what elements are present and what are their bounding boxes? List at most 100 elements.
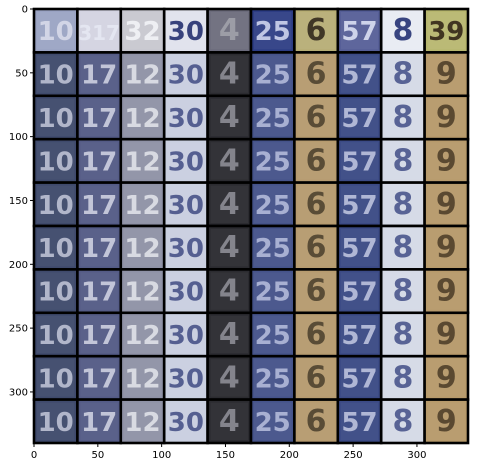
cell-haze	[427, 12, 465, 50]
cell-background	[424, 226, 468, 270]
x-tick-label: 50	[91, 450, 104, 461]
cell-haze	[80, 185, 118, 223]
cell-digit-text: 6	[306, 317, 327, 352]
cell-digit-text: 10	[38, 234, 74, 264]
cell-background	[337, 312, 382, 357]
cell-background	[207, 52, 251, 96]
grid-cell: 25	[249, 181, 296, 228]
grid-cell: 12	[119, 137, 166, 184]
cell-digit-text: 12	[124, 278, 160, 308]
grid-cell: 10	[32, 268, 79, 315]
x-tick-label: 0	[31, 450, 37, 461]
cell-haze	[123, 185, 162, 223]
cell-digit-text: 8	[392, 187, 413, 222]
cell-haze	[167, 359, 205, 397]
cell-digit-text: 4	[219, 230, 240, 265]
cell-digit-text: 30	[168, 234, 204, 264]
cell-haze	[384, 12, 422, 50]
cell-haze	[37, 315, 75, 354]
cell-digit-text: 25	[255, 234, 291, 264]
cell-background	[337, 226, 382, 270]
cell-background	[294, 399, 338, 443]
cell-haze	[37, 142, 75, 180]
grid-cell: 57	[336, 354, 383, 401]
cell-background	[424, 356, 468, 400]
cell-background	[77, 9, 121, 53]
y-tick-label: 150	[9, 196, 28, 207]
grid-cell: 10	[32, 311, 79, 358]
cell-background	[164, 399, 208, 443]
cell-haze	[254, 402, 292, 440]
cell-background	[77, 52, 121, 96]
cell-background	[34, 312, 78, 357]
cell-haze	[167, 142, 205, 180]
cell-background	[120, 399, 165, 443]
cell-digit-text: 32	[124, 17, 160, 47]
grid-cell: 30	[162, 181, 209, 228]
cell-digit-text: 30	[168, 408, 204, 438]
cell-digit-text: 12	[124, 321, 160, 351]
cell-background	[251, 95, 295, 140]
cell-haze	[80, 315, 118, 354]
cell-background	[77, 399, 121, 443]
grid-cell: 9	[423, 51, 470, 98]
grid-cell: 30	[162, 311, 209, 358]
cell-digit-text: 57	[341, 104, 377, 134]
grid-cell: 10	[32, 7, 79, 54]
grid-cell: 25	[249, 224, 296, 271]
cell-background	[381, 9, 425, 53]
cell-background	[381, 226, 425, 270]
cell-haze	[427, 185, 465, 223]
grid-cell: 12	[119, 51, 166, 98]
cell-haze	[297, 185, 335, 223]
cell-haze	[80, 229, 118, 267]
cell-haze	[123, 315, 162, 354]
cell-background	[120, 182, 165, 226]
cell-background	[164, 9, 208, 53]
y-tick-label: 250	[9, 324, 28, 335]
grid-cell: 17	[76, 354, 123, 401]
cell-background	[77, 312, 121, 357]
cell-digit-text: 10	[38, 408, 74, 438]
grid-cell: 17	[76, 398, 123, 445]
cell-haze	[340, 402, 379, 440]
grid-cell: 12	[119, 181, 166, 228]
cell-haze	[80, 12, 118, 50]
grid-cell: 8	[379, 137, 426, 184]
cell-background	[164, 52, 208, 96]
grid-cell: 8	[379, 268, 426, 315]
cell-digit-text: 25	[255, 104, 291, 134]
y-tick-label: 0	[22, 5, 28, 16]
cell-background	[207, 399, 251, 443]
cell-digit-text: 9	[436, 57, 457, 92]
grid-cell: 4	[206, 224, 253, 271]
grid-cell: 57	[336, 224, 383, 271]
cell-digit-text: 4	[219, 100, 240, 135]
cell-digit-text: 57	[341, 61, 377, 91]
cell-digit-text: 25	[255, 61, 291, 91]
cell-background	[424, 269, 468, 313]
cell-haze	[340, 12, 379, 50]
grid-cell: 57	[336, 181, 383, 228]
cell-haze	[37, 402, 75, 440]
cell-background	[251, 139, 295, 183]
cell-haze	[340, 359, 379, 397]
cell-haze	[80, 55, 118, 93]
cell-background	[381, 269, 425, 313]
cell-background	[381, 356, 425, 400]
cell-digit-text: 10	[38, 147, 74, 177]
cell-haze	[210, 98, 248, 137]
grid-cell: 9	[423, 94, 470, 141]
cell-haze	[123, 229, 162, 267]
cell-haze	[37, 229, 75, 267]
grid-cell: 17	[76, 311, 123, 358]
cell-haze	[210, 142, 248, 180]
grid-cell: 8	[379, 94, 426, 141]
cell-haze	[254, 272, 292, 310]
cell-background	[164, 356, 208, 400]
cell-background	[381, 52, 425, 96]
cell-digit-text: 25	[255, 321, 291, 351]
grid-cell: 4	[206, 137, 253, 184]
